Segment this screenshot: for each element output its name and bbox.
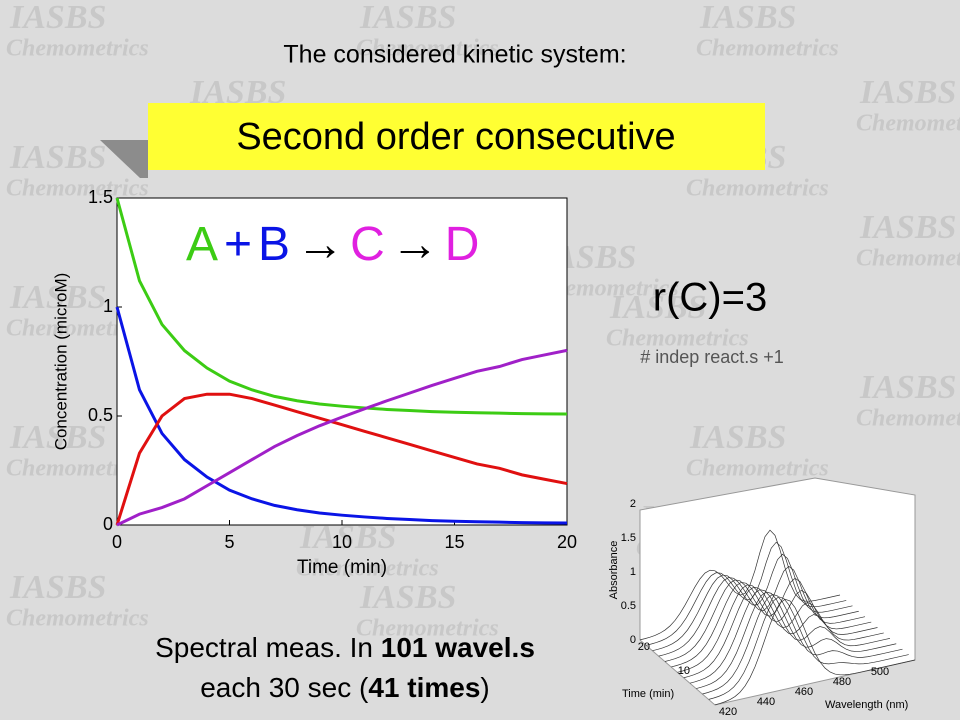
footer-part: 41 times (368, 672, 480, 703)
watermark-line: Chemometrics (6, 606, 149, 632)
footer-line: Spectral meas. In 101 wavel.s (155, 632, 535, 663)
watermark-line: Chemometrics (606, 326, 749, 352)
watermark-line: Chemometrics (856, 246, 960, 272)
surface-mesh (664, 577, 866, 662)
z-tick-label: 0.5 (621, 600, 636, 612)
wavelength-tick-label: 440 (757, 696, 775, 708)
reaction-part: A (186, 218, 218, 271)
reaction-part: B (258, 218, 290, 271)
reaction-part: + (224, 218, 252, 271)
series-line (115, 197, 568, 416)
watermark-line: IASBS (609, 289, 706, 326)
reaction-part: → (296, 218, 344, 271)
rank-note: # indep react.s +1 (640, 347, 784, 367)
series-line (115, 306, 568, 525)
wavelength-tick-label: 420 (719, 706, 737, 718)
footer-part: ) (480, 672, 489, 703)
watermark-line: Chemometrics (696, 36, 839, 62)
y-axis-label: Concentration (microM) (51, 273, 70, 451)
watermark-line: Chemometrics (356, 616, 499, 642)
watermark-line: IASBS (859, 209, 956, 246)
footer-line: each 30 sec (41 times) (200, 672, 490, 703)
surface-mesh (658, 565, 859, 657)
watermark-line: Chemometrics (6, 36, 149, 62)
plot-area (116, 197, 568, 526)
y-tick-label: 0 (103, 514, 113, 534)
watermark-line: Chemometrics (296, 556, 439, 582)
surface-mesh (652, 553, 853, 652)
time-tick-label: 20 (638, 641, 650, 653)
surface-mesh (708, 596, 909, 700)
x-tick-label: 10 (332, 532, 352, 552)
z-tick-label: 2 (630, 498, 636, 510)
watermark-line: IASBS (859, 369, 956, 406)
z-tick-label: 0 (630, 634, 636, 646)
y-tick-label: 0.5 (88, 405, 113, 425)
reaction-part: C (350, 218, 385, 271)
watermark-line: IASBS (689, 419, 786, 456)
surface-box (639, 477, 916, 706)
line-chart: 0 5 10 15 20 0 0.5 1 1.5 Time (min) Concentration … (51, 187, 577, 578)
surface-mesh (683, 586, 884, 679)
watermark-line: IASBS (9, 279, 106, 316)
series-line (115, 392, 568, 526)
watermark-line: Chemometrics (856, 406, 960, 432)
x-axis-label: Time (min) (297, 557, 387, 578)
x-tick-label: 20 (557, 532, 577, 552)
watermark-line: Chemometrics (686, 456, 829, 482)
wavelength-tick-label: 460 (795, 686, 813, 698)
banner-box (148, 103, 765, 170)
wavelength-tick-label: 500 (871, 666, 889, 678)
watermark-line: IASBS (9, 139, 106, 176)
time-tick-label: 10 (678, 665, 690, 677)
surface-mesh (714, 598, 916, 706)
x-tick-label: 0 (112, 532, 122, 552)
reaction-part: → (391, 218, 439, 271)
wavelength-axis-label: Wavelength (nm) (825, 699, 908, 711)
reaction-part: D (445, 218, 480, 271)
slide-title: The considered kinetic system: (283, 41, 626, 69)
surface-mesh (702, 594, 903, 695)
x-tick-label: 5 (224, 532, 234, 552)
rank: r(C)=3 (653, 276, 767, 320)
watermark-line: Chemometrics (356, 36, 499, 62)
series-line (116, 348, 568, 527)
surface-mesh (696, 591, 897, 689)
surface-mesh (671, 581, 872, 668)
y-tick-label: 1 (103, 296, 113, 316)
banner-shadow (100, 140, 148, 178)
watermark-line: Chemometrics (856, 111, 960, 137)
watermark-line: IASBS (9, 419, 106, 456)
surface-mesh (677, 584, 878, 673)
watermark-line: Chemometrics (686, 176, 829, 202)
surface-mesh (646, 541, 847, 646)
y-tick-label: 1.5 (88, 187, 113, 207)
watermark-line: Chemometrics (6, 176, 149, 202)
reaction: A + B → C → D (186, 218, 479, 271)
z-tick-label: 1 (630, 566, 636, 578)
time-axis-label: Time (min) (622, 688, 674, 700)
watermark-line: IASBS (359, 0, 456, 36)
z-axis-label: Absorbance (608, 541, 620, 600)
footer-part: Spectral meas. In (155, 632, 381, 663)
watermark-line: IASBS (9, 0, 106, 36)
surface-mesh (689, 589, 891, 684)
watermark-line: IASBS (9, 569, 106, 606)
watermark-line: IASBS (859, 74, 956, 111)
banner-text: Second order consecutive (236, 116, 675, 158)
surface-plot: 0 0.5 1 1.5 2 Absorbance 20 10 Time (min) 420 440 4… (608, 477, 916, 718)
x-tick-label: 15 (444, 532, 464, 552)
watermark-line: IASBS (359, 579, 456, 616)
watermark-line: IASBS (699, 0, 796, 36)
footer-part: each 30 sec ( (200, 672, 369, 703)
footer-part: 101 wavel.s (381, 632, 535, 663)
z-tick-label: 1.5 (621, 532, 636, 544)
wavelength-tick-label: 480 (833, 676, 851, 688)
